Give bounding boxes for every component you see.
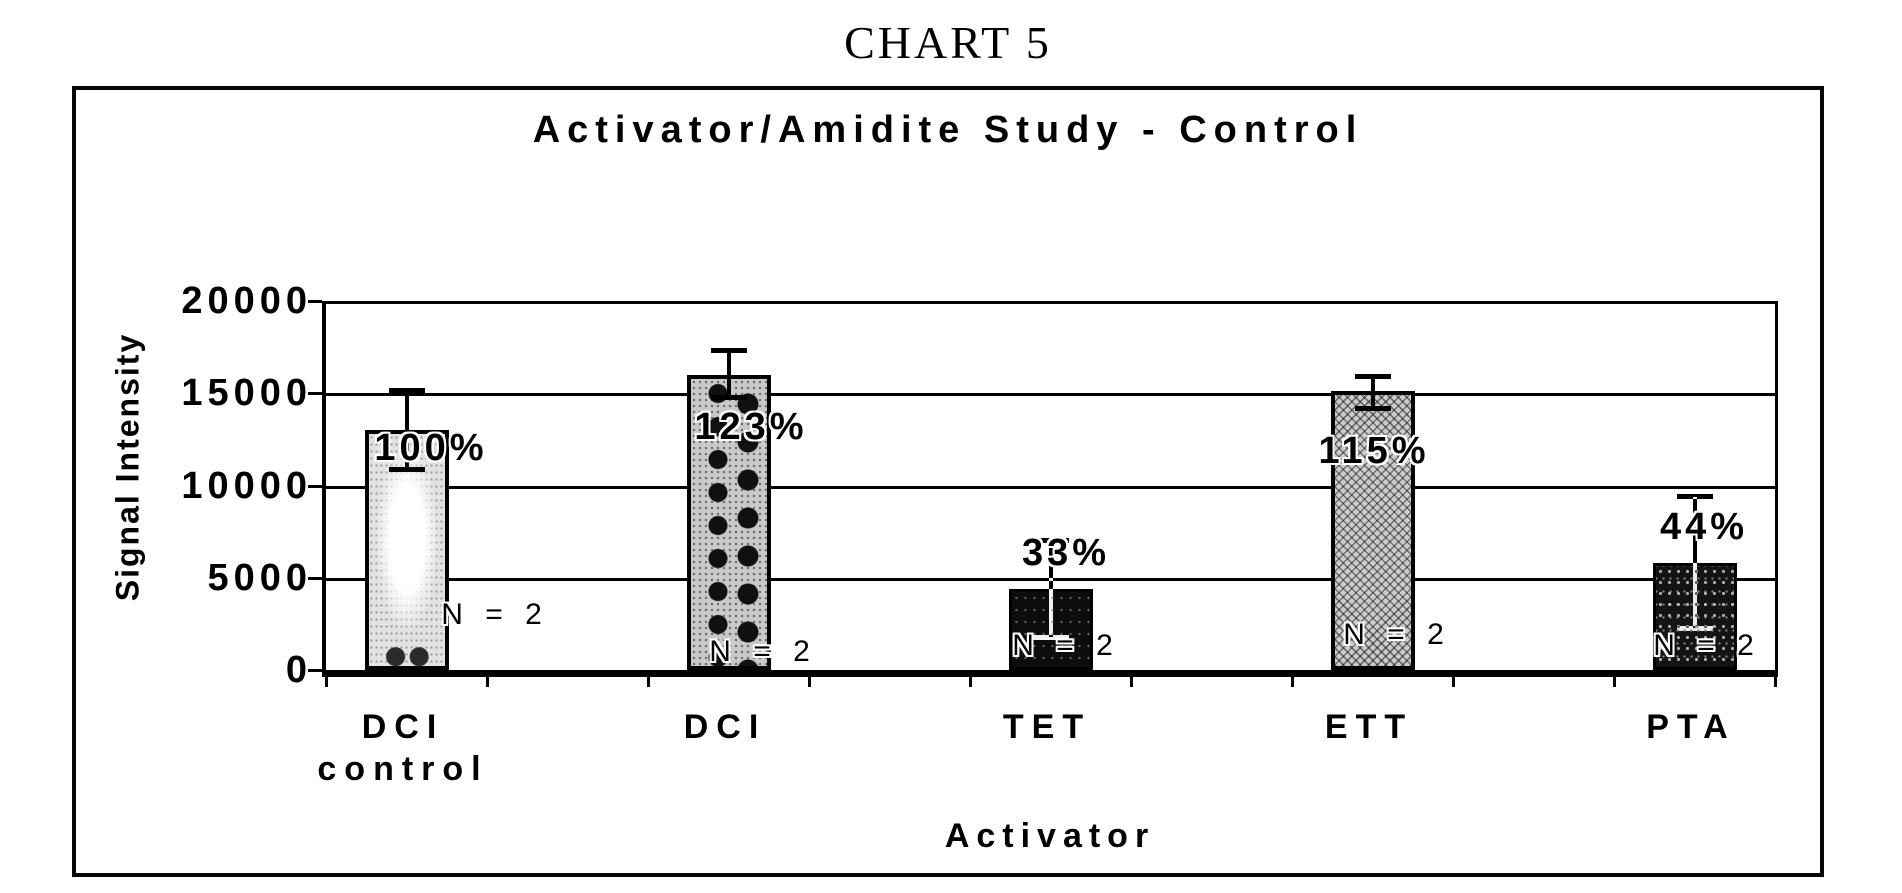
n-label-dci-control: N = 2 (441, 598, 549, 631)
x-axis-tick (1452, 677, 1455, 687)
x-axis-tick (808, 677, 811, 687)
x-axis-tick (325, 677, 328, 687)
n-label-tet: N = 2 (1012, 629, 1120, 662)
category-label-pta: PTA (1551, 706, 1831, 748)
x-axis-tick (1613, 677, 1616, 687)
category-label-dci: DCI (585, 706, 865, 748)
x-axis-tick (969, 677, 972, 687)
error-bar-cap-top-ett (1355, 374, 1391, 379)
gridline-15000 (326, 393, 1775, 396)
category-label-tet: TET (907, 706, 1187, 748)
percent-label-tet: 33% (1021, 532, 1111, 574)
category-label-line: DCI (683, 708, 767, 746)
error-bar-cap-bottom-tet (1033, 635, 1069, 640)
y-tick-mark-5000 (308, 577, 322, 580)
error-bar-cap-bottom-ett (1355, 406, 1391, 411)
bar-dci (687, 375, 771, 670)
error-bar-cap-top-tet (1033, 538, 1069, 543)
error-bar-ett (1371, 377, 1375, 408)
error-bar-pta (1693, 497, 1697, 628)
percent-label-dci-control: 100% (374, 427, 488, 469)
category-label-line: control (317, 750, 489, 788)
category-label-line: DCI (361, 708, 445, 746)
category-label-line: ETT (1324, 708, 1414, 746)
y-tick-mark-10000 (308, 485, 322, 488)
y-tick-mark-15000 (308, 392, 322, 395)
percent-label-dci: 123% (694, 406, 808, 448)
x-axis-tick (1774, 677, 1777, 687)
category-label-ett: ETT (1229, 706, 1509, 748)
y-tick-mark-0 (308, 669, 322, 672)
chart-title: Activator/Amidite Study - Control (532, 109, 1364, 151)
n-label-dci: N = 2 (709, 635, 817, 668)
x-axis-tick (1291, 677, 1294, 687)
error-bar-tet (1049, 541, 1053, 637)
error-bar-cap-top-dci-control (389, 388, 425, 393)
y-tick-label-20000: 20000 (181, 280, 312, 322)
category-label-dci-control: DCI control (263, 706, 543, 790)
percent-label-pta: 44% (1659, 506, 1749, 548)
bar-ett (1331, 391, 1415, 670)
category-label-line: TET (1002, 708, 1092, 746)
y-tick-label-0: 0 (285, 649, 312, 691)
category-label-line: PTA (1646, 708, 1736, 746)
error-bar-cap-bottom-dci-control (389, 467, 425, 472)
bar-dci-control (365, 430, 449, 670)
chart-frame: Activator/Amidite Study - Control (72, 86, 1824, 877)
error-bar-cap-bottom-dci (711, 395, 747, 400)
n-label-ett: N = 2 (1343, 618, 1451, 651)
x-axis-tick (1130, 677, 1133, 687)
percent-label-ett: 115% (1318, 430, 1430, 472)
x-axis-title: Activator (944, 817, 1156, 855)
error-bar-cap-top-dci (711, 348, 747, 353)
y-tick-label-5000: 5000 (207, 557, 312, 599)
y-tick-label-15000: 15000 (181, 372, 312, 414)
x-axis-tick (486, 677, 489, 687)
error-bar-dci-control (405, 391, 409, 469)
error-bar-dci (727, 351, 731, 397)
gridline-10000 (326, 486, 1775, 489)
y-tick-label-10000: 10000 (181, 465, 312, 507)
x-axis-tick (647, 677, 650, 687)
plot-area: 100% N = 2 123% N = 2 33% N = 2 115% N = 2 44% N … (322, 301, 1778, 687)
error-bar-cap-top-pta (1677, 494, 1713, 499)
y-tick-mark-20000 (308, 300, 322, 303)
figure-label: CHART 5 (844, 17, 1052, 68)
gridline-20000 (326, 301, 1775, 304)
n-label-pta: N = 2 (1653, 629, 1761, 662)
error-bar-cap-bottom-pta (1677, 626, 1713, 631)
